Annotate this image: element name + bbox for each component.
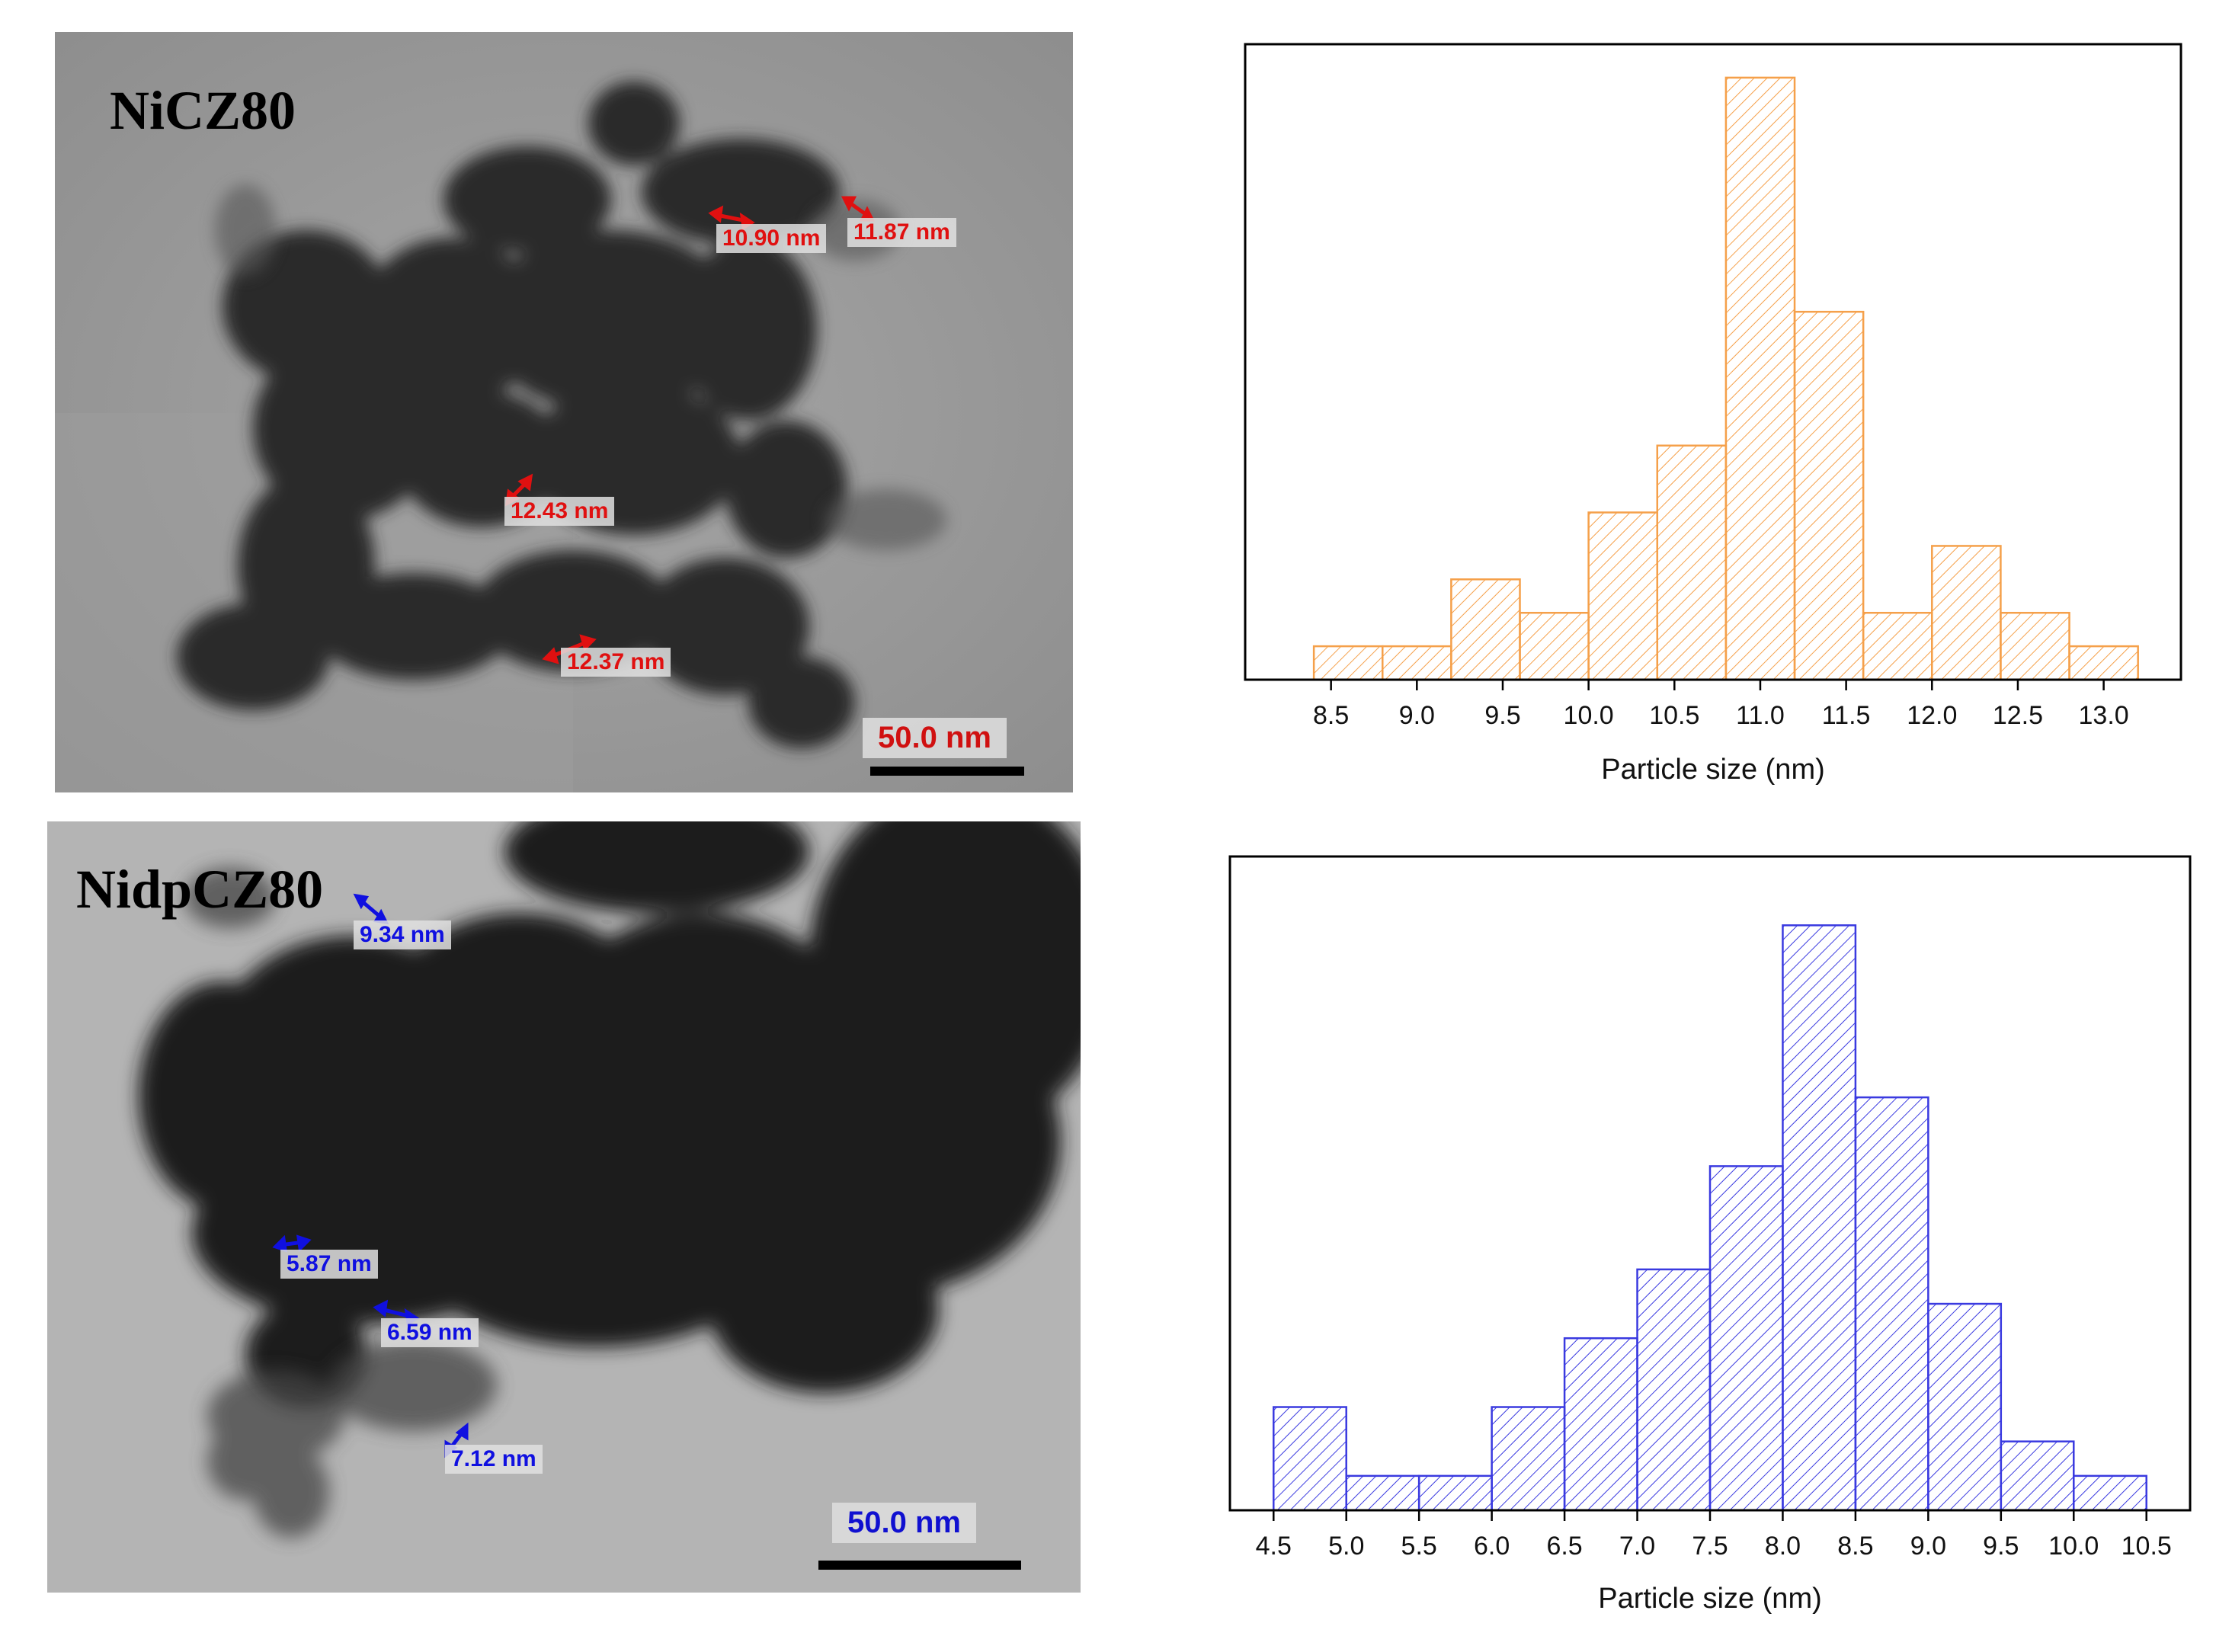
- x-tick-label: 5.5: [1401, 1532, 1437, 1561]
- x-tick-label: 11.0: [1736, 701, 1785, 730]
- x-tick-label: 5.0: [1328, 1532, 1364, 1561]
- x-tick-label: 9.0: [1910, 1532, 1946, 1561]
- histogram-bar: [1563, 1337, 1638, 1512]
- x-tick-label: 8.5: [1837, 1532, 1873, 1561]
- measurement-label: 6.59 nm: [381, 1318, 479, 1347]
- histogram-bar: [1636, 1268, 1712, 1512]
- measurement-label: 7.12 nm: [445, 1445, 543, 1474]
- tem-micrograph-nidpcz80: [47, 821, 1081, 1593]
- histogram-bar: [1708, 1165, 1784, 1512]
- x-tick-label: 9.5: [1983, 1532, 2019, 1561]
- x-tick-label: 4.5: [1256, 1532, 1292, 1561]
- histogram-svg: 8.5 9.0 9.5 10.0 10.5 11.0 11.5 12.0 12.5 13.0 Par…: [1244, 43, 2182, 786]
- x-tick-label: 11.5: [1822, 701, 1871, 730]
- x-tick-label: 6.5: [1546, 1532, 1582, 1561]
- x-tick-label: 12.5: [1993, 701, 2043, 730]
- scale-bar: [818, 1561, 1021, 1570]
- tem-micrograph-nicz80: [55, 32, 1073, 792]
- histogram-bar: [1382, 645, 1452, 681]
- histogram-bar: [1724, 76, 1796, 681]
- histogram-bar: [1793, 310, 1865, 681]
- histogram-svg: 4.5 5.0 5.5 6.0 6.5 7.0 7.5 8.0 8.5 9.0 9.5 10.0 10.…: [1228, 855, 2192, 1615]
- x-tick-label: 6.0: [1474, 1532, 1510, 1561]
- scale-bar: [870, 767, 1024, 776]
- measurement-label: 10.90 nm: [716, 224, 827, 253]
- measurement-label: 12.43 nm: [504, 497, 615, 526]
- sample-label: NidpCZ80: [76, 859, 324, 920]
- histogram-bar: [1587, 511, 1659, 681]
- scale-bar-label: 50.0 nm: [832, 1503, 976, 1543]
- plot-frame: [1244, 43, 2182, 681]
- tem-image-nicz80: NiCZ80 10.90 nm 11.87 nm 12.43 nm 12.37 …: [55, 32, 1073, 792]
- histogram-bar: [1656, 444, 1728, 681]
- histogram-bar: [1345, 1474, 1420, 1512]
- histogram-bar: [1862, 611, 1933, 681]
- histogram-bar: [2073, 1474, 2147, 1512]
- measurement-label: 5.87 nm: [280, 1250, 378, 1279]
- x-tick-label: 9.0: [1399, 701, 1435, 730]
- x-tick-label: 10.0: [2048, 1532, 2099, 1561]
- histogram-bar: [2000, 1440, 2075, 1512]
- histogram-nidpcz80: 4.5 5.0 5.5 6.0 6.5 7.0 7.5 8.0 8.5 9.0 9.5 10.0 10.…: [1204, 846, 2210, 1623]
- x-tick-label: 8.0: [1765, 1532, 1801, 1561]
- histogram-bar: [1854, 1096, 1929, 1512]
- histogram-bar: [1417, 1474, 1493, 1512]
- x-tick-label: 10.0: [1564, 701, 1614, 730]
- histogram-bar: [1312, 645, 1384, 681]
- histogram-bar: [1931, 545, 2002, 681]
- histogram-bar: [1450, 578, 1521, 681]
- histogram-bar: [1491, 1406, 1566, 1512]
- histogram-bar: [1519, 611, 1590, 681]
- x-tick-label: 10.5: [2122, 1532, 2172, 1561]
- x-axis-label: Particle size (nm): [1601, 754, 1825, 786]
- histogram-bar: [1927, 1302, 2003, 1512]
- x-tick-label: 12.0: [1907, 701, 1957, 730]
- histogram-nicz80: 8.5 9.0 9.5 10.0 10.5 11.0 11.5 12.0 12.5 13.0 Par…: [1219, 30, 2210, 800]
- histogram-bar: [1273, 1406, 1347, 1512]
- measurement-label: 12.37 nm: [561, 648, 671, 677]
- x-tick-label: 10.5: [1649, 701, 1699, 730]
- x-tick-label: 7.5: [1692, 1532, 1728, 1561]
- scale-bar-label: 50.0 nm: [863, 718, 1007, 758]
- histogram-bar: [1782, 924, 1857, 1512]
- x-axis-label: Particle size (nm): [1598, 1583, 1822, 1615]
- measurement-label: 11.87 nm: [847, 218, 956, 247]
- tem-image-nidpcz80: NidpCZ80 9.34 nm 5.87 nm 6.59 nm 7.12 nm…: [47, 821, 1081, 1593]
- x-tick-label: 8.5: [1313, 701, 1349, 730]
- histogram-bar: [2000, 611, 2070, 681]
- x-tick-label: 9.5: [1484, 701, 1520, 730]
- histogram-bar: [2068, 645, 2139, 681]
- x-tick-label: 13.0: [2079, 701, 2129, 730]
- x-tick-label: 7.0: [1619, 1532, 1655, 1561]
- measurement-label: 9.34 nm: [354, 920, 451, 949]
- sample-label: NiCZ80: [110, 80, 296, 141]
